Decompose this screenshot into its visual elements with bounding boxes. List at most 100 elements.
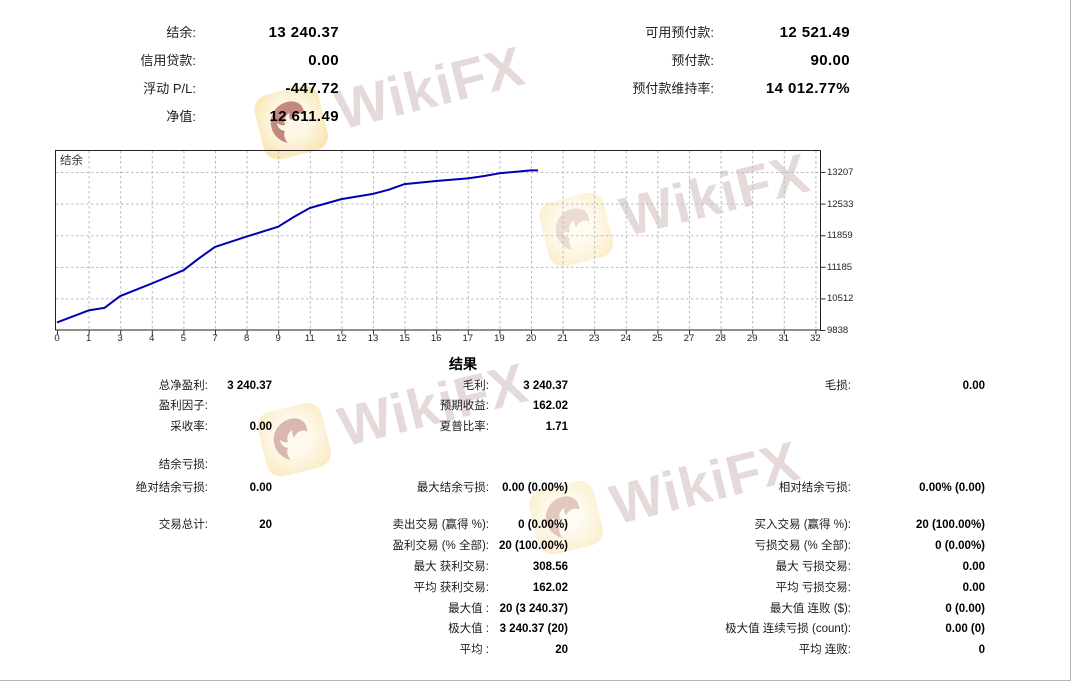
stat-value: 0.00 [249, 421, 272, 433]
stat-label: 亏损交易 (% 全部): [754, 540, 851, 552]
summary-value: 12 521.49 [779, 24, 850, 41]
stat-label: 采收率: [170, 421, 208, 433]
stat-value: 0 (0.00) [945, 603, 985, 615]
stat-value: 0 (0.00%) [935, 540, 985, 552]
summary-label: 可用预付款: [645, 25, 714, 40]
stat-label: 最大结余亏损: [416, 482, 489, 494]
x-axis-label: 17 [462, 333, 474, 344]
stat-label: 结余亏损: [158, 459, 208, 471]
x-axis-label: 25 [652, 333, 663, 344]
x-axis-label: 28 [715, 333, 726, 344]
stat-label: 最大值 连败 ($): [769, 603, 851, 615]
stat-label: 相对结余亏损: [778, 482, 851, 494]
summary-value: 14 012.77% [765, 80, 850, 97]
stat-label: 预期收益: [439, 400, 489, 412]
summary-value: 13 240.37 [268, 24, 339, 41]
stat-label: 平均 : [459, 644, 489, 656]
stat-label: 毛利: [462, 380, 489, 392]
stat-label: 绝对结余亏损: [135, 482, 208, 494]
stat-value: 0.00% (0.00) [919, 482, 985, 494]
x-axis-label: 7 [212, 333, 218, 344]
stat-label: 平均 获利交易: [413, 582, 489, 594]
x-axis-label: 9 [275, 333, 281, 344]
x-axis-label: 16 [430, 333, 442, 344]
summary-value: 90.00 [810, 52, 850, 69]
stat-value: 20 [555, 644, 568, 656]
x-axis-label: 13 [367, 333, 379, 344]
y-axis-label: 11185 [827, 261, 853, 273]
stat-label: 卖出交易 (赢得 %): [392, 519, 489, 531]
y-axis-label: 10512 [827, 293, 854, 305]
stat-label: 极大值 : [448, 623, 489, 635]
stat-label: 最大 获利交易: [413, 561, 489, 573]
stat-value: 0 (0.00%) [518, 519, 568, 531]
summary-label: 浮动 P/L: [143, 81, 196, 96]
y-axis-label: 13207 [827, 167, 854, 178]
x-axis-label: 19 [494, 333, 505, 344]
stat-label: 交易总计: [158, 519, 208, 531]
plot-border [55, 150, 821, 331]
x-axis-label: 5 [180, 333, 187, 344]
stat-value: 20 (3 240.37) [499, 603, 568, 615]
balance-chart [55, 150, 830, 345]
stat-label: 盈利因子: [158, 400, 208, 412]
stat-value: 3 240.37 (20) [499, 623, 568, 635]
stat-label: 夏普比率: [439, 421, 489, 433]
x-axis-label: 4 [149, 333, 155, 344]
stat-value: 162.02 [532, 400, 568, 412]
stat-value: 0.00 (0.00%) [502, 482, 568, 494]
stat-label: 毛损: [824, 380, 851, 392]
stat-value: 20 [259, 519, 272, 531]
y-axis-label: 12533 [827, 198, 854, 210]
stat-value: 0.00 (0) [945, 623, 985, 635]
stat-value: 20 (100.00%) [915, 519, 985, 531]
stat-label: 最大值 : [448, 603, 489, 615]
stat-label: 总净盈利: [158, 380, 208, 392]
x-axis-label: 23 [588, 333, 600, 344]
summary-value: -447.72 [285, 80, 339, 97]
summary-label: 净值: [166, 109, 196, 124]
x-axis-label: 15 [399, 333, 410, 344]
x-axis-label: 1 [85, 333, 92, 344]
summary-label: 预付款: [671, 53, 714, 68]
stat-value: 0.00 [962, 582, 985, 594]
x-axis-label: 31 [778, 333, 790, 344]
y-axis-label: 9838 [827, 325, 849, 336]
stat-value: 20 (100.00%) [498, 540, 568, 552]
balance-line [56, 169, 538, 324]
stat-value: 0 [978, 644, 985, 656]
stat-value: 162.02 [532, 582, 568, 594]
x-axis-label: 24 [620, 333, 632, 344]
balance-chart-svg [55, 150, 826, 335]
y-axis-label: 11859 [827, 230, 853, 242]
stat-label: 平均 连败: [798, 644, 851, 656]
chart-series-label: 结余 [60, 155, 83, 167]
x-axis-label: 27 [683, 333, 695, 344]
x-axis-label: 8 [243, 333, 250, 344]
x-axis-label: 3 [117, 333, 123, 344]
x-axis-label: 21 [557, 333, 568, 344]
stat-label: 最大 亏损交易: [775, 561, 851, 573]
stat-label: 极大值 连续亏损 (count): [725, 623, 851, 635]
results-header: 结果 [449, 356, 477, 372]
x-axis-label: 32 [810, 333, 821, 344]
stat-value: 3 240.37 [227, 380, 272, 392]
x-axis-label: 29 [746, 333, 758, 344]
summary-label: 结余: [166, 25, 196, 40]
x-axis-label: 11 [304, 333, 315, 344]
x-axis-label: 0 [54, 333, 60, 344]
summary-value: 0.00 [308, 52, 339, 69]
summary-label: 预付款维持率: [632, 81, 714, 96]
stat-value: 3 240.37 [523, 380, 568, 392]
summary-label: 信用贷款: [140, 53, 196, 68]
stat-value: 1.71 [545, 421, 568, 433]
stat-label: 买入交易 (赢得 %): [754, 519, 851, 531]
stat-label: 盈利交易 (% 全部): [392, 540, 489, 552]
stat-value: 0.00 [962, 380, 985, 392]
x-axis-label: 12 [336, 333, 347, 344]
x-axis-label: 20 [525, 333, 537, 344]
stat-label: 平均 亏损交易: [775, 582, 851, 594]
stat-value: 0.00 [249, 482, 272, 494]
